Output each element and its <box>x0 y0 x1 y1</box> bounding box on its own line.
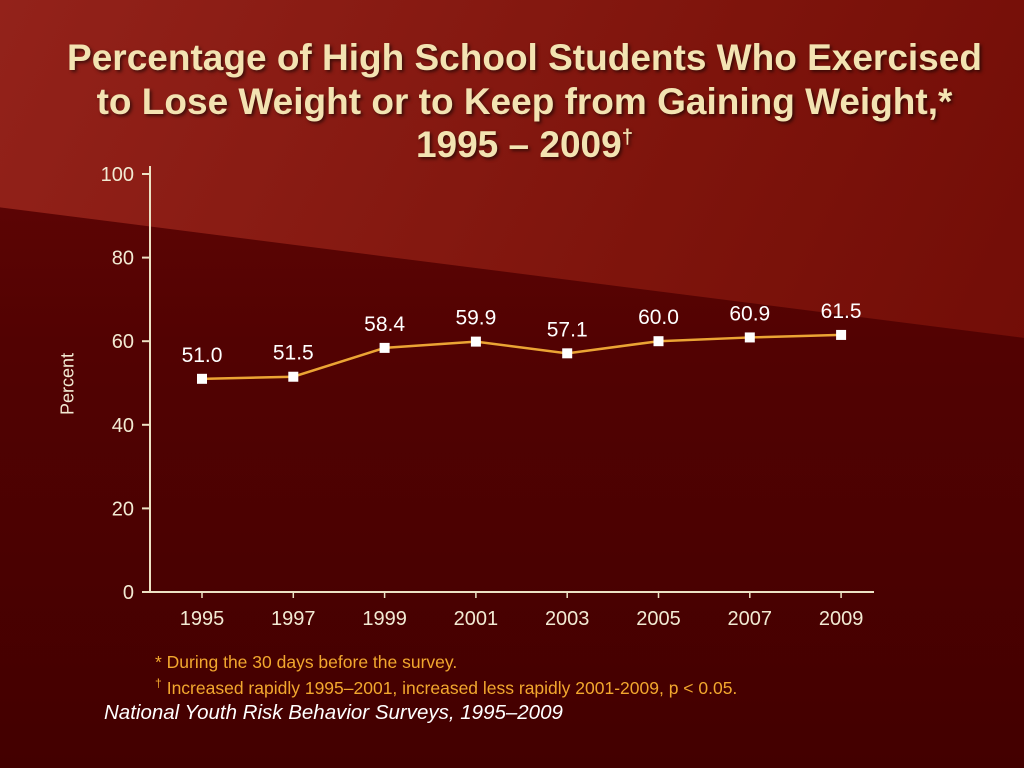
data-point-marker <box>470 336 481 347</box>
title-line-3: 1995 – 2009† <box>55 123 994 167</box>
y-tick-label: 0 <box>123 582 134 604</box>
x-tick-label: 2007 <box>728 608 773 630</box>
footnote-trend-text: Increased rapidly 1995–2001, increased l… <box>166 677 738 698</box>
data-point-label: 60.0 <box>638 306 679 329</box>
data-point-label: 57.1 <box>547 318 588 341</box>
data-point-marker <box>562 348 573 359</box>
y-tick-label: 100 <box>101 164 134 186</box>
data-point-label: 58.4 <box>364 313 405 336</box>
title-line-1: Percentage of High School Students Who E… <box>67 37 982 78</box>
data-point-label: 59.9 <box>455 307 496 330</box>
data-point-label: 60.9 <box>729 302 770 325</box>
x-tick-label: 1995 <box>180 608 225 630</box>
footnote-dagger: † <box>155 675 162 690</box>
data-point-marker <box>836 329 847 340</box>
y-tick-label: 60 <box>112 331 134 353</box>
x-tick-label: 1999 <box>362 608 407 630</box>
data-point-marker <box>744 332 755 343</box>
x-tick-label: 2001 <box>454 608 499 630</box>
y-tick-label: 20 <box>112 498 134 520</box>
y-tick-label: 40 <box>112 415 134 437</box>
data-point-label: 51.5 <box>273 342 314 365</box>
series-line <box>201 333 842 381</box>
footnote-trend: † Increased rapidly 1995–2001, increased… <box>155 675 737 700</box>
source-text: National Youth Risk Behavior Surveys, 19… <box>104 701 563 724</box>
footnotes: * During the 30 days before the survey. … <box>155 651 737 700</box>
data-point-marker <box>197 373 207 384</box>
data-point-label: 61.5 <box>821 300 862 323</box>
x-tick-label: 1997 <box>271 608 316 630</box>
footnote-survey: * During the 30 days before the survey. <box>155 652 458 672</box>
data-point-marker <box>653 336 664 347</box>
data-point-label: 51.0 <box>182 344 223 367</box>
y-tick-label: 80 <box>112 248 134 270</box>
slide-title: Percentage of High School Students Who E… <box>55 36 994 167</box>
x-tick-label: 2009 <box>819 608 864 630</box>
x-tick-label: 2003 <box>545 608 590 630</box>
data-point-marker <box>379 342 390 353</box>
x-tick-label: 2005 <box>636 608 681 630</box>
title-year-range: 1995 – 2009 <box>415 124 622 166</box>
title-line-2: to Lose Weight or to Keep from Gaining W… <box>96 80 953 122</box>
title-dagger: † <box>621 126 634 149</box>
data-point-marker <box>288 371 299 382</box>
